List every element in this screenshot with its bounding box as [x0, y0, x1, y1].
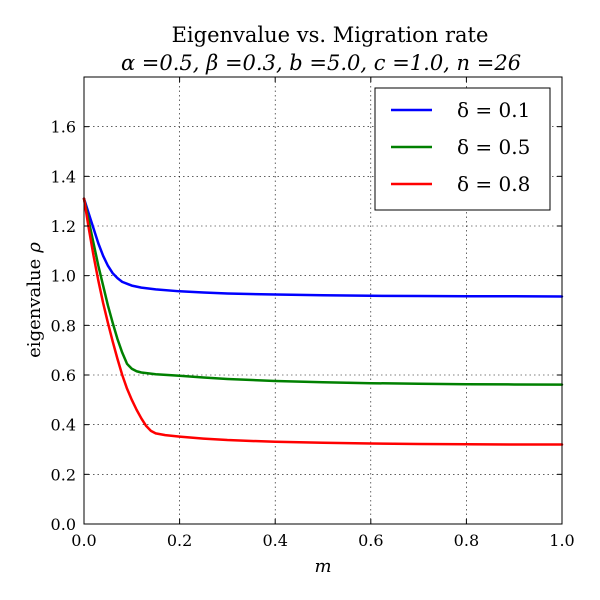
legend-label-0: δ = 0.1	[457, 98, 530, 122]
y-tick-label: 0.0	[51, 515, 76, 534]
x-tick-label: 0.4	[262, 531, 287, 550]
y-tick-label: 0.8	[51, 316, 76, 335]
y-tick-label: 1.6	[51, 118, 76, 137]
x-tick-label: 0.8	[454, 531, 479, 550]
y-tick-label: 1.2	[51, 217, 76, 236]
series-line-0	[82, 197, 564, 298]
x-tick-label: 0.0	[71, 531, 96, 550]
legend-label-2: δ = 0.8	[457, 172, 530, 196]
series-lines	[82, 197, 564, 446]
plot-frame	[83, 76, 563, 525]
series-line-2	[82, 197, 564, 446]
y-axis-label-symbol: ρ	[24, 242, 45, 254]
legend: δ = 0.1 δ = 0.5 δ = 0.8	[374, 87, 551, 211]
x-tick-label: 0.2	[167, 531, 192, 550]
y-tick-label: 0.2	[51, 465, 76, 484]
chart-subtitle: α =0.5, β =0.3, b =5.0, c =1.0, n =26	[121, 51, 521, 75]
y-tick-label: 0.4	[51, 416, 76, 435]
y-axis-label-prefix: eigenvalue	[24, 259, 45, 358]
legend-label-1: δ = 0.5	[457, 135, 530, 159]
x-tick-labels: 0.0 0.2 0.4 0.6 0.8 1.0	[71, 531, 574, 550]
y-tick-label: 1.0	[51, 267, 76, 286]
x-axis-label: m	[314, 556, 331, 577]
y-tick-labels: 0.0 0.2 0.4 0.6 0.8 1.0 1.2 1.4 1.6	[51, 118, 76, 534]
x-tick-label: 1.0	[549, 531, 574, 550]
y-tick-label: 1.4	[51, 167, 76, 186]
y-axis-label: eigenvalue ρ	[24, 242, 45, 358]
x-tick-label: 0.6	[358, 531, 383, 550]
axis-ticks	[83, 77, 563, 525]
chart-title: Eigenvalue vs. Migration rate	[172, 23, 489, 47]
y-tick-label: 0.6	[51, 366, 76, 385]
series-line-1	[82, 197, 564, 386]
legend-box	[374, 87, 551, 211]
